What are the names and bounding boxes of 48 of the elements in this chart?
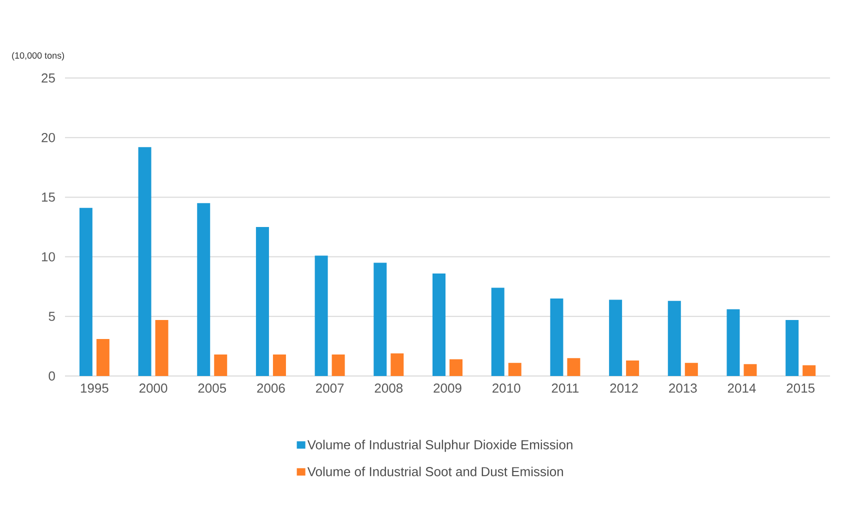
x-tick-label: 2006 <box>257 384 285 393</box>
y-tick-label: 20 <box>42 132 55 142</box>
bar <box>726 309 740 376</box>
bar <box>138 147 152 376</box>
legend-label: Volume of Industrial Sulphur Dioxide Emission <box>307 440 572 452</box>
bar <box>390 353 404 376</box>
y-axis-title: (10,000 tons) <box>12 52 64 60</box>
bar <box>609 300 622 376</box>
bar <box>802 365 816 376</box>
bar <box>272 354 286 376</box>
bar <box>79 208 92 376</box>
x-tick-label: 2010 <box>492 384 520 393</box>
y-tick-label: 5 <box>48 312 55 321</box>
y-tick-label: 0 <box>48 371 55 381</box>
bar <box>96 339 110 376</box>
x-tick-label: 2000 <box>139 384 168 393</box>
x-tick-label: 2005 <box>198 384 226 393</box>
bar <box>550 298 564 376</box>
bar <box>374 262 387 376</box>
bar <box>314 256 328 376</box>
bar <box>214 354 228 376</box>
y-tick-label: 25 <box>42 73 55 83</box>
bar <box>197 203 210 376</box>
bar <box>786 320 799 376</box>
bar <box>432 273 446 376</box>
bar <box>744 364 757 376</box>
x-tick-label: 2014 <box>728 384 756 393</box>
y-tick-label: 10 <box>42 252 55 262</box>
legend-label: Volume of Industrial Soot and Dust Emission <box>307 466 563 476</box>
bar <box>508 362 522 376</box>
x-tick-label: 2008 <box>374 384 403 393</box>
x-tick-label: 2011 <box>552 384 579 393</box>
x-tick-label: 2009 <box>434 384 462 393</box>
bar <box>668 300 681 376</box>
bar <box>567 358 580 376</box>
bar <box>450 359 463 376</box>
x-tick-label: 2007 <box>316 384 344 393</box>
bar <box>684 362 698 376</box>
bar <box>491 288 504 376</box>
bar <box>626 360 640 376</box>
y-tick-label: 15 <box>42 192 55 202</box>
bar <box>332 354 345 376</box>
bar <box>256 227 269 376</box>
bar <box>155 320 168 376</box>
x-tick-label: 2012 <box>610 384 638 393</box>
x-tick-label: 2015 <box>786 384 814 393</box>
x-tick-label: 2013 <box>669 384 697 393</box>
x-tick-label: 1995 <box>80 384 108 393</box>
